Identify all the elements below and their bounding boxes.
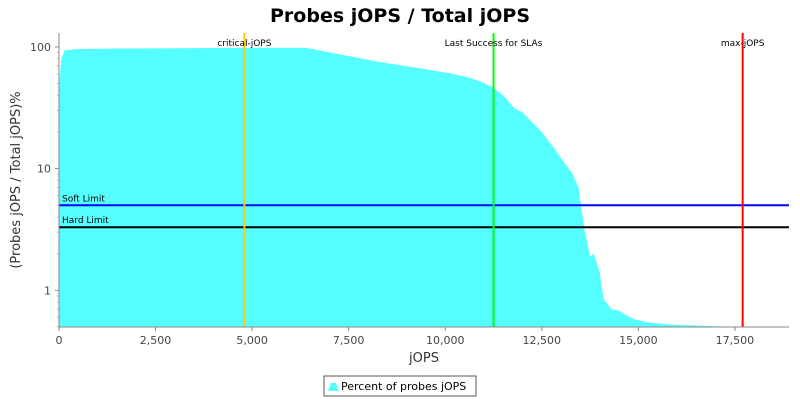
y-tick-layer: 1 10 100 bbox=[30, 41, 59, 328]
y-tick-label-3: 100 bbox=[30, 41, 51, 54]
horizontal-marker-layer: Soft Limit Hard Limit bbox=[59, 194, 789, 229]
legend-swatch bbox=[328, 383, 339, 391]
x-tick-layer: 0 2,500 5,000 7,500 10,000 12,500 15,000 17,500 bbox=[56, 327, 755, 347]
x-tick-label-4: 7,500 bbox=[333, 334, 365, 347]
horizontal-marker-label-1: Soft Limit bbox=[62, 194, 105, 204]
vertical-marker-label-2: Last Success for SLAs bbox=[445, 39, 543, 49]
x-tick-label-5: 10,000 bbox=[426, 334, 465, 347]
y-tick-label-1: 1 bbox=[44, 284, 51, 297]
series-area-1 bbox=[59, 47, 743, 328]
vertical-marker-label-3: max-jOPS bbox=[721, 39, 765, 49]
x-tick-label-7: 15,000 bbox=[619, 334, 658, 347]
series-layer bbox=[59, 47, 743, 328]
x-tick-label-3: 5,000 bbox=[236, 334, 268, 347]
x-tick-label-8: 17,500 bbox=[716, 334, 755, 347]
y-axis-label: (Probes jOPS / Total jOPS)% bbox=[9, 91, 24, 268]
vertical-marker-label-1: critical-jOPS bbox=[217, 39, 271, 49]
y-tick-label-2: 10 bbox=[37, 163, 51, 176]
legend-box bbox=[323, 375, 477, 397]
x-axis-label: jOPS bbox=[408, 351, 439, 366]
x-tick-label-2: 2,500 bbox=[140, 334, 172, 347]
chart-title: Probes jOPS / Total jOPS bbox=[270, 5, 530, 27]
x-tick-label-1: 0 bbox=[56, 334, 63, 347]
legend-entry-label: Percent of probes jOPS bbox=[341, 380, 466, 393]
legend: Percent of probes jOPS bbox=[323, 375, 477, 397]
horizontal-marker-label-2: Hard Limit bbox=[62, 216, 109, 226]
x-tick-label-6: 12,500 bbox=[523, 334, 562, 347]
vertical-marker-layer: critical-jOPS Last Success for SLAs max-jO… bbox=[217, 33, 765, 327]
